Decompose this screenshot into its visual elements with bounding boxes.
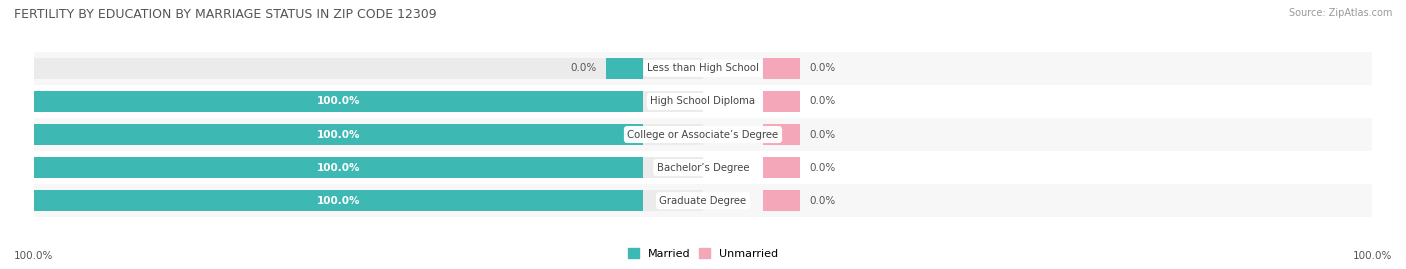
Legend: Married, Unmarried: Married, Unmarried [623,244,783,263]
Bar [34,184,1372,217]
Bar [763,124,800,145]
Text: 100.0%: 100.0% [316,196,360,206]
Bar [34,124,643,145]
Bar [34,157,703,178]
Text: 0.0%: 0.0% [810,96,837,107]
Bar [34,157,643,178]
Bar [34,85,1372,118]
Text: 0.0%: 0.0% [810,129,837,140]
Bar [763,157,800,178]
Bar [34,118,1372,151]
Bar [34,52,1372,85]
Bar [34,91,643,112]
Text: Bachelor’s Degree: Bachelor’s Degree [657,162,749,173]
Text: High School Diploma: High School Diploma [651,96,755,107]
Text: Source: ZipAtlas.com: Source: ZipAtlas.com [1288,8,1392,18]
Text: 0.0%: 0.0% [810,162,837,173]
Bar [763,190,800,211]
Text: 0.0%: 0.0% [569,63,596,73]
Text: College or Associate’s Degree: College or Associate’s Degree [627,129,779,140]
Bar [34,190,703,211]
Text: 100.0%: 100.0% [316,129,360,140]
Bar [34,151,1372,184]
Text: 100.0%: 100.0% [316,96,360,107]
Bar [606,58,643,79]
Text: Graduate Degree: Graduate Degree [659,196,747,206]
Text: 100.0%: 100.0% [316,162,360,173]
Bar [34,91,703,112]
Text: 100.0%: 100.0% [1353,251,1392,261]
Text: 100.0%: 100.0% [14,251,53,261]
Bar [34,58,703,79]
Bar [763,91,800,112]
Text: 0.0%: 0.0% [810,63,837,73]
Text: Less than High School: Less than High School [647,63,759,73]
Text: FERTILITY BY EDUCATION BY MARRIAGE STATUS IN ZIP CODE 12309: FERTILITY BY EDUCATION BY MARRIAGE STATU… [14,8,437,21]
Text: 0.0%: 0.0% [810,196,837,206]
Bar [34,190,643,211]
Bar [34,124,703,145]
Bar [763,58,800,79]
